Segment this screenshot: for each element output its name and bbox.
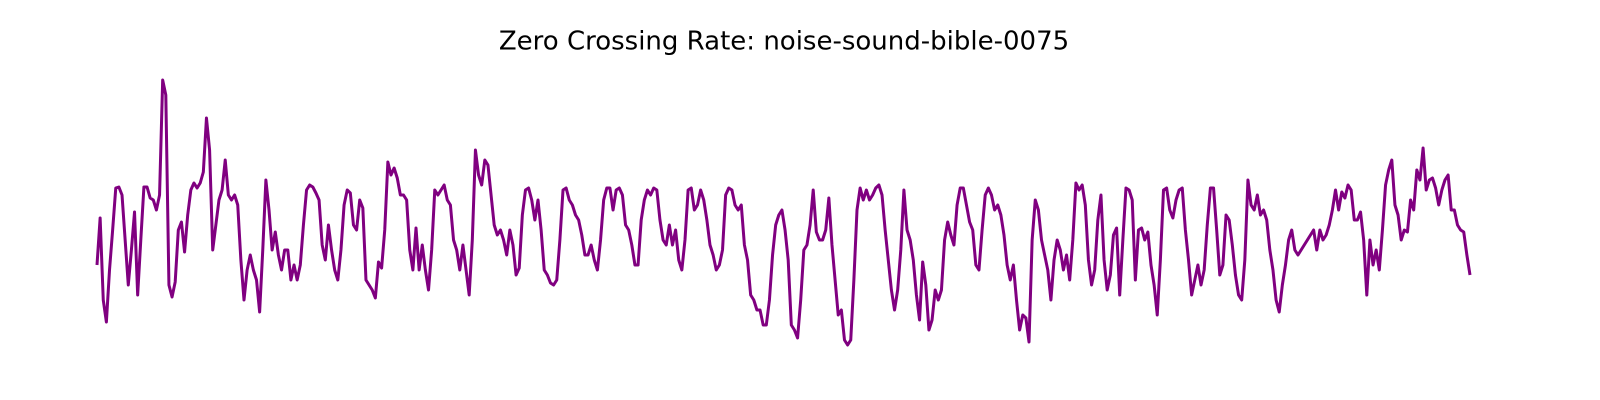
line <box>95 78 1472 347</box>
chart-title: Zero Crossing Rate: noise-sound-bible-00… <box>499 27 1069 57</box>
